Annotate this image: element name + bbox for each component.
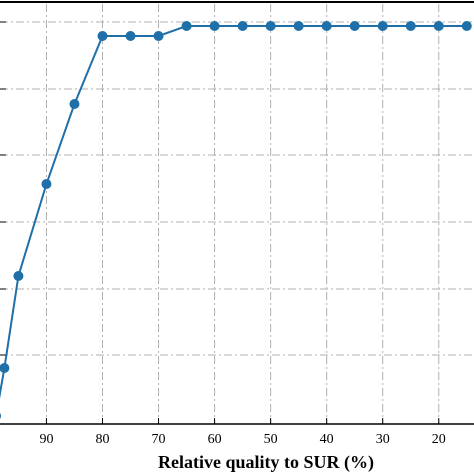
data-point bbox=[13, 271, 24, 281]
data-point bbox=[181, 21, 192, 31]
x-tick-label: 60 bbox=[208, 432, 222, 447]
x-tick-label: 50 bbox=[264, 432, 278, 447]
data-point bbox=[41, 179, 52, 189]
data-point bbox=[265, 21, 276, 31]
data-point bbox=[153, 31, 164, 41]
data-point bbox=[321, 21, 332, 31]
data-point bbox=[209, 21, 220, 31]
plot-frame bbox=[0, 1, 474, 425]
data-point bbox=[433, 21, 444, 31]
grid-lines bbox=[0, 4, 474, 424]
x-axis-label: Relative quality to SUR (%) bbox=[158, 452, 374, 473]
data-point bbox=[0, 413, 1, 419]
series bbox=[0, 21, 472, 419]
x-tick-label: 90 bbox=[39, 432, 53, 447]
data-point bbox=[405, 21, 416, 31]
x-tick-label: 70 bbox=[152, 432, 166, 447]
data-point bbox=[377, 21, 388, 31]
x-tick-label: 80 bbox=[95, 432, 109, 447]
data-point bbox=[237, 21, 248, 31]
x-tick-label: 30 bbox=[376, 432, 390, 447]
data-point bbox=[97, 31, 108, 41]
data-point bbox=[349, 21, 360, 31]
x-tick-label: 40 bbox=[320, 432, 334, 447]
data-point bbox=[0, 363, 10, 373]
data-point bbox=[461, 21, 472, 31]
x-axis-ticks: 90 80 70 60 50 40 30 20 bbox=[39, 418, 446, 447]
series-line bbox=[0, 25, 467, 399]
data-point bbox=[69, 99, 80, 109]
data-point bbox=[125, 31, 136, 41]
x-tick-label: 20 bbox=[432, 432, 446, 447]
data-point bbox=[293, 21, 304, 31]
